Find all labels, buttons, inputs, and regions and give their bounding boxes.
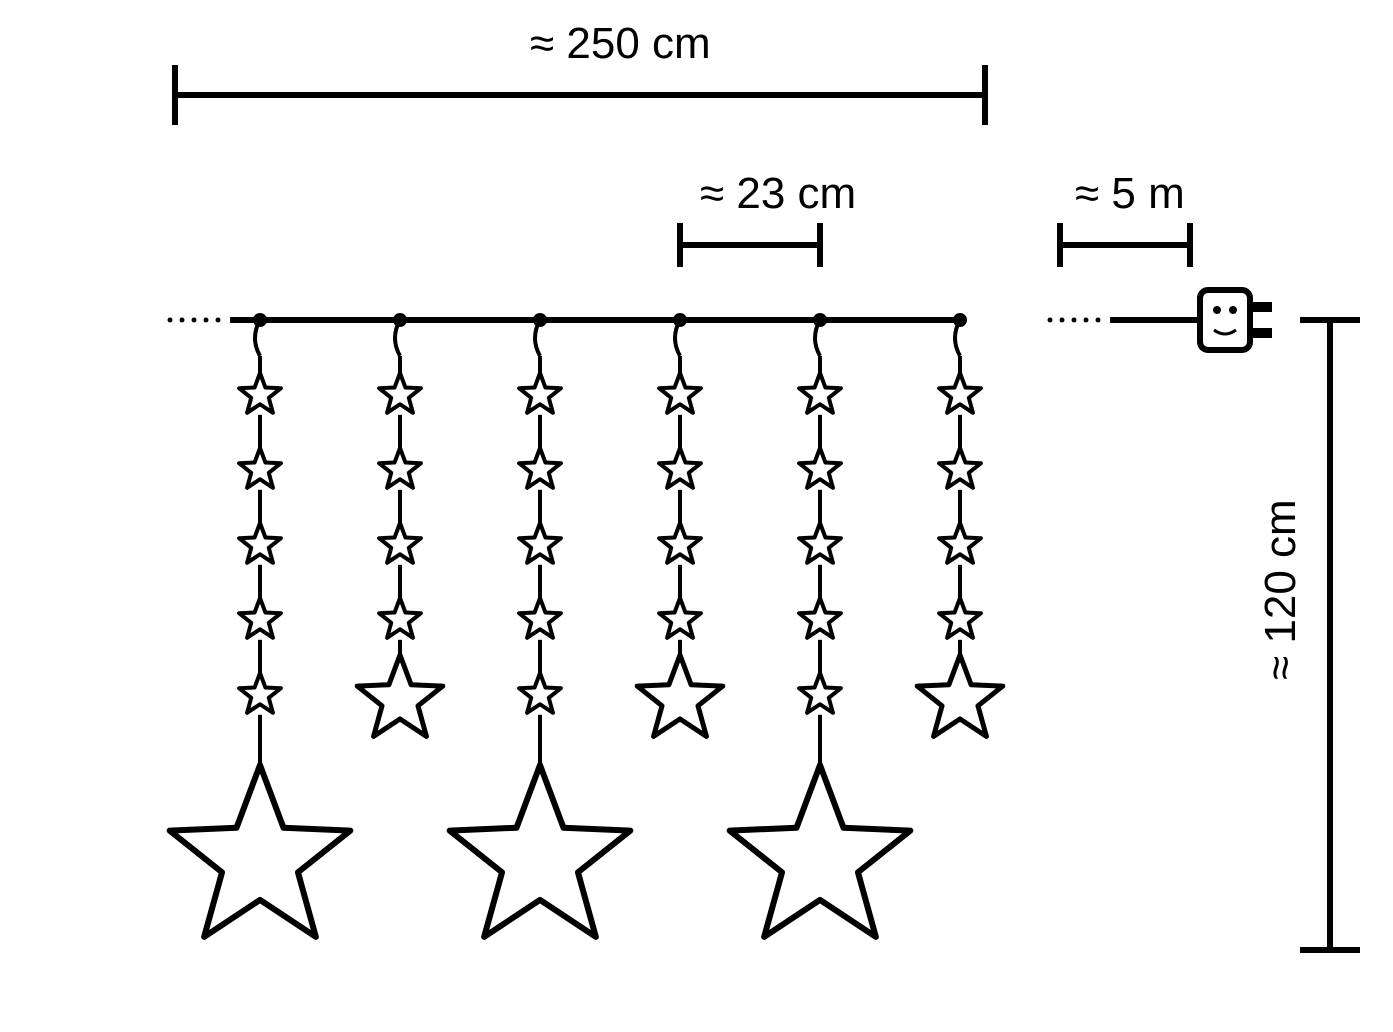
small-star-icon [379, 598, 421, 638]
large-star-icon [730, 765, 911, 937]
medium-star-icon [357, 655, 443, 736]
continuation-dot [192, 318, 197, 323]
small-star-icon [519, 373, 561, 413]
small-star-icon [799, 373, 841, 413]
continuation-dot [1096, 318, 1101, 323]
small-star-icon [379, 523, 421, 563]
small-star-icon [239, 523, 281, 563]
strand-hook [955, 320, 960, 356]
small-star-icon [239, 448, 281, 488]
small-star-icon [519, 523, 561, 563]
cord-label: ≈ 5 m [1075, 169, 1185, 218]
small-star-icon [379, 373, 421, 413]
small-star-icon [519, 673, 561, 713]
small-star-icon [239, 673, 281, 713]
continuation-dot [1048, 318, 1053, 323]
small-star-icon [659, 523, 701, 563]
small-star-icon [519, 448, 561, 488]
power-plug-icon [1200, 290, 1272, 350]
strand-hook [675, 320, 680, 356]
continuation-dot [180, 318, 185, 323]
product-dimension-diagram: ≈ 250 cm ≈ 23 cm ≈ 5 m ≈ 120 cm [0, 0, 1393, 1032]
small-star-icon [239, 598, 281, 638]
medium-star-icon [637, 655, 723, 736]
continuation-dot [168, 318, 173, 323]
medium-star-icon [917, 655, 1003, 736]
continuation-dot [204, 318, 209, 323]
small-star-icon [659, 373, 701, 413]
spacing-label: ≈ 23 cm [700, 169, 856, 218]
small-star-icon [239, 373, 281, 413]
continuation-dot [216, 318, 221, 323]
small-star-icon [799, 448, 841, 488]
continuation-dot [1060, 318, 1065, 323]
strand-hook [535, 320, 540, 356]
strand-hook [255, 320, 260, 356]
strand-hook [395, 320, 400, 356]
small-star-icon [659, 448, 701, 488]
small-star-icon [519, 598, 561, 638]
continuation-dot [1072, 318, 1077, 323]
small-star-icon [799, 523, 841, 563]
small-star-icon [379, 448, 421, 488]
small-star-icon [939, 523, 981, 563]
small-star-icon [939, 448, 981, 488]
small-star-icon [799, 598, 841, 638]
small-star-icon [659, 598, 701, 638]
small-star-icon [939, 598, 981, 638]
width-label: ≈ 250 cm [530, 19, 711, 68]
continuation-dot [1084, 318, 1089, 323]
small-star-icon [939, 373, 981, 413]
large-star-icon [450, 765, 631, 937]
height-label: ≈ 120 cm [1256, 499, 1305, 680]
strand-hook [815, 320, 820, 356]
small-star-icon [799, 673, 841, 713]
large-star-icon [170, 765, 351, 937]
